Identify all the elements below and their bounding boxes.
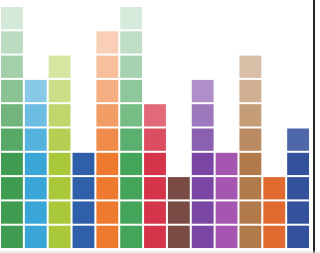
block <box>120 80 142 102</box>
block <box>1 153 23 175</box>
block <box>120 104 142 126</box>
block <box>239 201 261 223</box>
block <box>120 129 142 151</box>
block <box>25 153 47 175</box>
block <box>192 201 214 223</box>
block <box>263 177 285 199</box>
equalizer-graphic <box>0 0 320 253</box>
block <box>49 177 71 199</box>
block <box>25 226 47 248</box>
block <box>25 129 47 151</box>
block <box>25 104 47 126</box>
block <box>144 104 166 126</box>
block <box>1 129 23 151</box>
block <box>239 56 261 78</box>
block <box>263 226 285 248</box>
block <box>144 226 166 248</box>
block <box>96 226 118 248</box>
block <box>239 153 261 175</box>
block <box>49 80 71 102</box>
block <box>287 226 309 248</box>
block <box>192 177 214 199</box>
block <box>1 177 23 199</box>
block <box>120 31 142 53</box>
block <box>49 129 71 151</box>
block <box>192 226 214 248</box>
block <box>239 177 261 199</box>
block <box>239 80 261 102</box>
block <box>1 56 23 78</box>
block <box>239 226 261 248</box>
block <box>216 226 238 248</box>
block <box>263 201 285 223</box>
block <box>168 226 190 248</box>
block <box>96 153 118 175</box>
block <box>96 129 118 151</box>
block <box>120 7 142 29</box>
block <box>120 177 142 199</box>
block <box>73 177 95 199</box>
block <box>120 226 142 248</box>
block <box>192 129 214 151</box>
block <box>168 177 190 199</box>
block <box>49 201 71 223</box>
block <box>96 31 118 53</box>
block <box>144 177 166 199</box>
block <box>192 104 214 126</box>
block <box>168 201 190 223</box>
block <box>73 153 95 175</box>
block <box>1 7 23 29</box>
block <box>1 31 23 53</box>
block <box>239 129 261 151</box>
block <box>287 153 309 175</box>
block <box>25 177 47 199</box>
block <box>49 56 71 78</box>
block <box>192 153 214 175</box>
block <box>239 104 261 126</box>
block <box>1 201 23 223</box>
block <box>73 226 95 248</box>
block <box>96 177 118 199</box>
block <box>73 201 95 223</box>
block <box>120 153 142 175</box>
block <box>144 201 166 223</box>
block <box>96 80 118 102</box>
block <box>216 201 238 223</box>
block <box>144 129 166 151</box>
block <box>287 201 309 223</box>
block <box>192 80 214 102</box>
block <box>1 80 23 102</box>
block <box>287 129 309 151</box>
block <box>49 153 71 175</box>
block <box>49 104 71 126</box>
block <box>287 177 309 199</box>
block <box>120 201 142 223</box>
block <box>216 177 238 199</box>
block <box>96 201 118 223</box>
block <box>1 104 23 126</box>
block <box>25 201 47 223</box>
block <box>1 226 23 248</box>
block <box>25 80 47 102</box>
block <box>96 56 118 78</box>
block <box>120 56 142 78</box>
block <box>49 226 71 248</box>
block <box>96 104 118 126</box>
block <box>144 153 166 175</box>
block <box>216 153 238 175</box>
